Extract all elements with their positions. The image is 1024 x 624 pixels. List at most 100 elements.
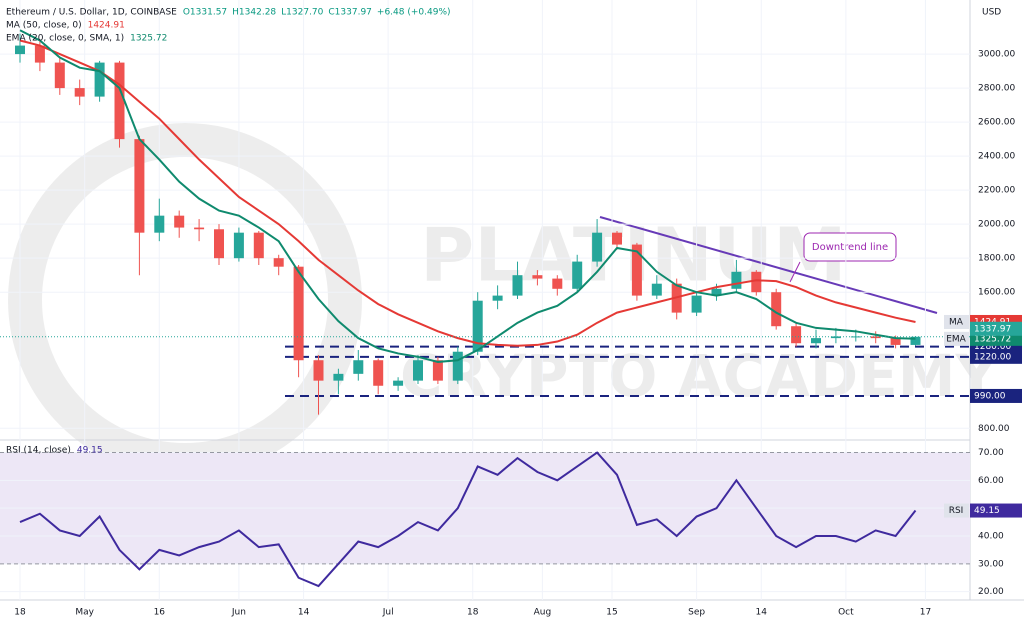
legend-value: 1325.72 <box>130 34 167 44</box>
candle-body <box>214 229 224 259</box>
candle-body <box>731 271 742 289</box>
candle-body <box>413 360 423 381</box>
price-tag-label: 1220.00 <box>974 352 1011 362</box>
ma-line <box>19 39 916 347</box>
candle-body <box>592 232 603 262</box>
legend-value: 49.15 <box>77 446 103 456</box>
price-tag <box>970 349 1022 364</box>
candle-body <box>771 292 782 327</box>
x-tick-label: 14 <box>298 608 310 618</box>
tag-box <box>944 314 969 329</box>
candle-body <box>572 261 583 289</box>
candle-body <box>552 278 563 289</box>
y-tick-label: 1600.00 <box>978 288 1015 298</box>
tag-box <box>944 503 969 518</box>
x-tick-label: Jun <box>231 608 246 618</box>
candle-body <box>472 300 483 352</box>
candle-body <box>134 139 145 233</box>
downtrend-line <box>599 216 938 314</box>
x-tick-label: Aug <box>534 608 552 618</box>
y-tick-label: 800.00 <box>978 424 1010 434</box>
price-tag-label: 990.00 <box>974 391 1006 401</box>
x-tick-label: 18 <box>467 608 479 618</box>
candle-body <box>432 360 443 381</box>
price-tag-label: 49.15 <box>974 506 1000 516</box>
candle-body <box>293 266 304 361</box>
candle-body <box>651 283 662 296</box>
candle-body <box>333 373 344 381</box>
x-tick-label: Jul <box>382 608 394 618</box>
candle-body <box>512 275 523 296</box>
candle-body <box>313 360 324 381</box>
candle-body <box>492 295 503 301</box>
legend-name: EMA (20, close, 0, SMA, 1) <box>6 34 124 44</box>
candle-body <box>791 326 802 344</box>
price-tag-label: 1325.72 <box>974 334 1011 344</box>
candle-body <box>393 380 404 386</box>
candle-body <box>253 232 264 259</box>
candle-body <box>74 88 85 97</box>
y-tick-label: 70.00 <box>978 448 1004 458</box>
candle-body <box>612 232 622 245</box>
y-tick-label: 20.00 <box>978 587 1004 597</box>
ma-line <box>19 29 916 363</box>
candle-body <box>910 336 921 345</box>
y-tick-label: 1800.00 <box>978 254 1015 264</box>
chart-title: Ethereum / U.S. Dollar, 1D, COINBASE <box>6 8 177 18</box>
price-tag <box>970 503 1022 518</box>
candle-body <box>174 215 185 228</box>
candle-body <box>154 215 165 233</box>
candle-body <box>353 360 364 374</box>
price-change: +6.48 (+0.49%) <box>377 8 451 18</box>
x-tick-label: 17 <box>920 608 931 618</box>
x-tick-label: Oct <box>838 608 854 618</box>
annotation-box <box>803 232 897 262</box>
price-tag <box>970 321 1022 336</box>
x-tick-label: May <box>75 608 94 618</box>
y-tick-label: 60.00 <box>978 476 1004 486</box>
x-tick-label: 16 <box>154 608 166 618</box>
candle-body <box>830 336 841 339</box>
price-tag-label: 1337.97 <box>974 324 1011 334</box>
candle-body <box>631 244 642 296</box>
tag-label: EMA <box>946 334 966 344</box>
price-tag <box>970 388 1022 403</box>
ohlc-value: O1331.57 <box>183 8 227 18</box>
y-tick-label: 2800.00 <box>978 84 1015 94</box>
annotation: Downtrend line <box>812 242 888 253</box>
y-tick-label: 2600.00 <box>978 118 1015 128</box>
candle-body <box>711 288 722 296</box>
y-tick-label: 2400.00 <box>978 152 1015 162</box>
tag-label: RSI <box>949 506 964 516</box>
candle-body <box>811 338 821 344</box>
candle-body <box>751 271 762 293</box>
watermark: CRYPTO ACADEMY <box>400 342 998 410</box>
ohlc-value: C1337.97 <box>328 8 372 18</box>
candle-body <box>94 62 105 97</box>
rsi-line <box>19 451 917 588</box>
y-tick-label: 40.00 <box>978 532 1004 542</box>
candle-body <box>452 351 463 381</box>
x-tick-label: 15 <box>606 608 617 618</box>
candle-body <box>233 232 244 259</box>
x-tick-label: 18 <box>14 608 26 618</box>
annotation-pointer <box>789 261 801 283</box>
y-tick-label: 2000.00 <box>978 220 1015 230</box>
candle-body <box>194 227 205 230</box>
candle-body <box>273 258 284 267</box>
x-tick-label: Sep <box>688 608 705 618</box>
x-tick-label: 14 <box>756 608 768 618</box>
candle-body <box>532 275 543 279</box>
legend-name: MA (50, close, 0) <box>6 21 82 31</box>
tag-label: MA <box>949 317 964 327</box>
candle-body <box>15 45 25 55</box>
legend-name: RSI (14, close) <box>6 446 71 456</box>
candle-body <box>114 62 125 140</box>
y-axis-label: USD <box>982 8 1001 18</box>
candle-body <box>34 45 45 63</box>
y-tick-label: 2200.00 <box>978 186 1015 196</box>
legend-value: 1424.91 <box>88 21 125 31</box>
candle-body <box>870 336 881 339</box>
tag-box <box>944 331 969 346</box>
